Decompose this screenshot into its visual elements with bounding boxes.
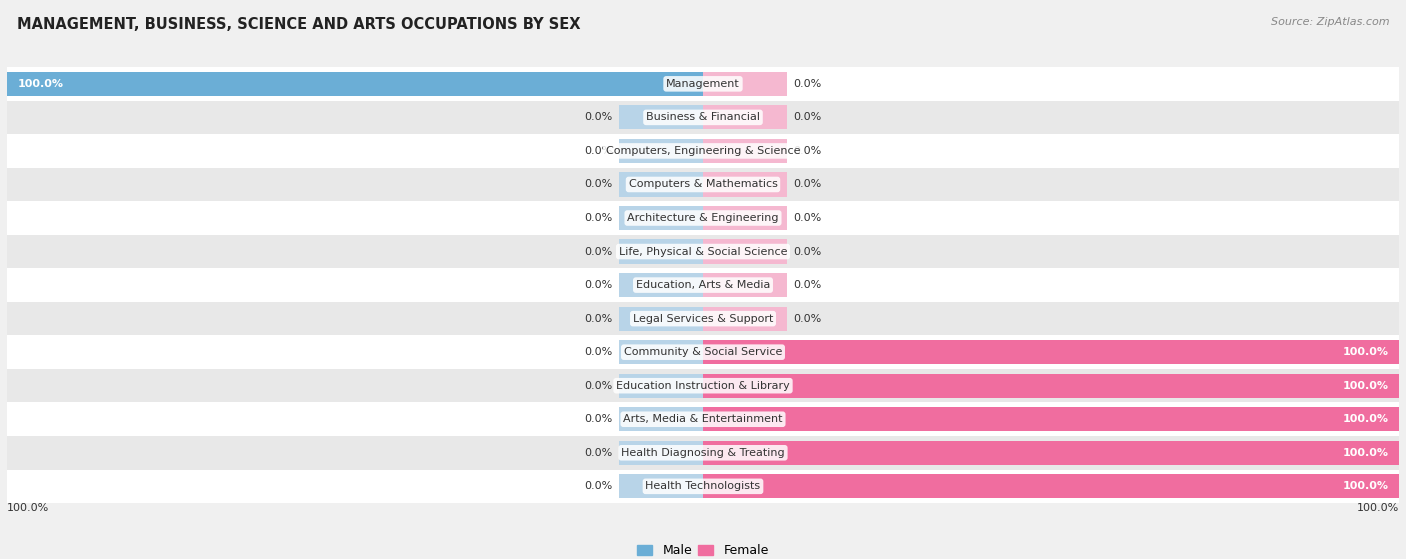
Bar — [703, 373, 1399, 398]
Text: 0.0%: 0.0% — [793, 247, 821, 257]
Bar — [620, 105, 703, 130]
Bar — [703, 139, 786, 163]
Bar — [7, 134, 1399, 168]
Bar — [7, 436, 1399, 470]
Text: 100.0%: 100.0% — [1343, 448, 1389, 458]
Text: 0.0%: 0.0% — [585, 112, 613, 122]
Bar — [703, 340, 1399, 364]
Bar — [620, 239, 703, 264]
Text: 100.0%: 100.0% — [1343, 481, 1389, 491]
Text: MANAGEMENT, BUSINESS, SCIENCE AND ARTS OCCUPATIONS BY SEX: MANAGEMENT, BUSINESS, SCIENCE AND ARTS O… — [17, 17, 581, 32]
Bar — [703, 72, 786, 96]
Text: Source: ZipAtlas.com: Source: ZipAtlas.com — [1271, 17, 1389, 27]
Bar — [7, 72, 703, 96]
Text: 0.0%: 0.0% — [585, 314, 613, 324]
Bar — [703, 474, 1399, 499]
Bar — [620, 273, 703, 297]
Bar — [620, 172, 703, 197]
Text: 0.0%: 0.0% — [793, 146, 821, 156]
Text: Computers, Engineering & Science: Computers, Engineering & Science — [606, 146, 800, 156]
Text: Legal Services & Support: Legal Services & Support — [633, 314, 773, 324]
Text: 100.0%: 100.0% — [1343, 347, 1389, 357]
Text: 0.0%: 0.0% — [585, 381, 613, 391]
Text: 0.0%: 0.0% — [585, 414, 613, 424]
Text: Education Instruction & Library: Education Instruction & Library — [616, 381, 790, 391]
Bar — [703, 172, 786, 197]
Bar — [703, 407, 1399, 432]
Text: 0.0%: 0.0% — [585, 481, 613, 491]
Text: Arts, Media & Entertainment: Arts, Media & Entertainment — [623, 414, 783, 424]
Bar — [703, 273, 786, 297]
Bar — [7, 168, 1399, 201]
Text: 0.0%: 0.0% — [793, 280, 821, 290]
Text: 0.0%: 0.0% — [585, 247, 613, 257]
Bar — [620, 340, 703, 364]
Bar — [620, 440, 703, 465]
Text: 100.0%: 100.0% — [1357, 503, 1399, 513]
Bar — [7, 235, 1399, 268]
Text: Health Diagnosing & Treating: Health Diagnosing & Treating — [621, 448, 785, 458]
Bar — [7, 335, 1399, 369]
Text: 100.0%: 100.0% — [1343, 381, 1389, 391]
Bar — [703, 105, 786, 130]
Text: Life, Physical & Social Science: Life, Physical & Social Science — [619, 247, 787, 257]
Text: 0.0%: 0.0% — [793, 179, 821, 190]
Text: 0.0%: 0.0% — [585, 347, 613, 357]
Text: 100.0%: 100.0% — [17, 79, 63, 89]
Text: 100.0%: 100.0% — [1343, 414, 1389, 424]
Text: Architecture & Engineering: Architecture & Engineering — [627, 213, 779, 223]
Text: 0.0%: 0.0% — [585, 213, 613, 223]
Text: 100.0%: 100.0% — [7, 503, 49, 513]
Bar — [7, 201, 1399, 235]
Legend: Male, Female: Male, Female — [633, 539, 773, 559]
Text: 0.0%: 0.0% — [793, 213, 821, 223]
Bar — [620, 407, 703, 432]
Bar — [7, 302, 1399, 335]
Bar — [7, 402, 1399, 436]
Text: 0.0%: 0.0% — [585, 280, 613, 290]
Bar — [7, 101, 1399, 134]
Bar — [7, 369, 1399, 402]
Bar — [7, 67, 1399, 101]
Bar — [703, 206, 786, 230]
Bar — [620, 373, 703, 398]
Bar — [703, 306, 786, 331]
Text: 0.0%: 0.0% — [585, 146, 613, 156]
Text: Computers & Mathematics: Computers & Mathematics — [628, 179, 778, 190]
Text: Health Technologists: Health Technologists — [645, 481, 761, 491]
Text: 0.0%: 0.0% — [585, 448, 613, 458]
Text: 0.0%: 0.0% — [793, 112, 821, 122]
Text: Community & Social Service: Community & Social Service — [624, 347, 782, 357]
Text: Business & Financial: Business & Financial — [645, 112, 761, 122]
Text: 0.0%: 0.0% — [585, 179, 613, 190]
Text: 0.0%: 0.0% — [793, 79, 821, 89]
Text: 0.0%: 0.0% — [793, 314, 821, 324]
Bar — [620, 206, 703, 230]
Bar — [703, 239, 786, 264]
Text: Management: Management — [666, 79, 740, 89]
Bar — [7, 470, 1399, 503]
Bar — [620, 306, 703, 331]
Bar — [620, 474, 703, 499]
Bar — [703, 440, 1399, 465]
Bar — [620, 139, 703, 163]
Bar — [7, 268, 1399, 302]
Text: Education, Arts & Media: Education, Arts & Media — [636, 280, 770, 290]
